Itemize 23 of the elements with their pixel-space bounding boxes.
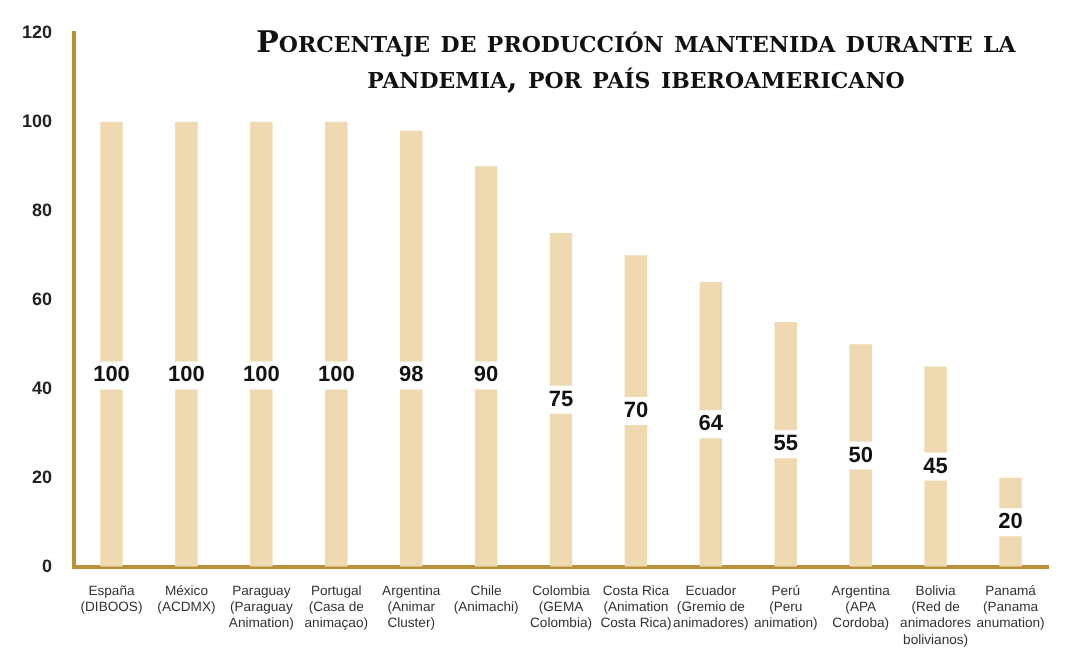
data-label: 75	[548, 387, 574, 412]
y-tick-label: 40	[32, 377, 53, 398]
y-tick-label: 20	[32, 466, 53, 487]
data-label: 50	[848, 443, 873, 468]
data-label: 100	[242, 363, 280, 388]
data-label: 70	[623, 399, 649, 424]
bar	[399, 130, 423, 567]
data-label: 90	[473, 363, 499, 388]
data-label: 55	[773, 432, 799, 457]
y-tick-label: 0	[42, 555, 53, 576]
data-label: 20	[998, 510, 1023, 535]
data-label: 64	[698, 412, 725, 437]
y-tick-label: 120	[21, 21, 53, 42]
bar	[474, 166, 498, 567]
y-tick-label: 100	[21, 110, 53, 131]
chart-title: Porcentaje de producción mantenida durante la pandemia, por país iberoamericano	[254, 24, 1018, 96]
data-label: 100	[317, 363, 355, 388]
y-tick-label: 80	[32, 199, 53, 220]
data-label: 100	[168, 363, 205, 388]
data-label: 100	[93, 363, 130, 388]
y-tick-label: 60	[32, 288, 53, 309]
data-label: 45	[923, 454, 948, 479]
data-label: 98	[398, 363, 424, 388]
